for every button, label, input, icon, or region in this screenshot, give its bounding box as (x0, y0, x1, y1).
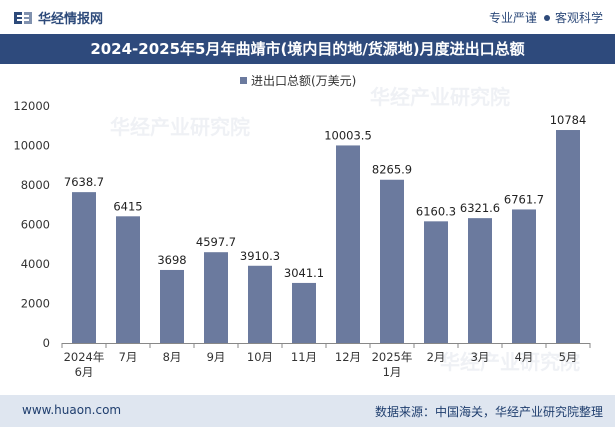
bar (380, 179, 404, 343)
y-tick-label: 4000 (21, 257, 50, 271)
x-tick-label: 3月 (471, 350, 490, 364)
watermark-text: 华经产业研究院 (110, 115, 250, 139)
data-label: 8265.9 (372, 163, 412, 177)
x-tick-label: 10月 (247, 350, 273, 364)
y-tick-label: 2000 (21, 297, 50, 311)
data-label: 3041.1 (284, 266, 324, 280)
y-tick-label: 12000 (13, 99, 50, 113)
x-tick-label: 9月 (207, 350, 226, 364)
bar (116, 216, 140, 343)
footer-source: 数据来源：中国海关，华经产业研究院整理 (374, 405, 603, 419)
data-label: 6415 (113, 199, 142, 213)
top-bar: 华经情报网 专业严谨 客观科学 (0, 0, 615, 34)
data-label: 6321.6 (460, 201, 500, 215)
x-tick-label: 11月 (291, 350, 317, 364)
bar (72, 192, 96, 343)
bar (292, 282, 316, 343)
bar (204, 252, 228, 343)
tagline: 专业严谨 客观科学 (489, 9, 603, 26)
bar (556, 130, 580, 343)
data-label: 10784 (550, 113, 587, 127)
data-label: 3910.3 (240, 249, 280, 263)
brand-logo-icon (14, 11, 32, 24)
x-tick-label: 2月 (427, 350, 446, 364)
bar (512, 209, 536, 343)
tagline-left: 专业严谨 (488, 11, 537, 25)
data-label: 3698 (157, 253, 186, 267)
x-tick-label: 2024年 (64, 350, 105, 364)
y-tick-label: 10000 (13, 139, 50, 153)
x-tick-label: 6月 (75, 365, 94, 379)
tagline-right: 客观科学 (554, 11, 603, 25)
data-label: 7638.7 (64, 175, 104, 189)
chart-title: 2024-2025年5月年曲靖市(境内目的地/货源地)月度进出口总额 (0, 34, 615, 64)
x-tick-label: 12月 (335, 350, 361, 364)
bar (336, 145, 360, 343)
watermark-text: 华经产业研究院 (440, 350, 580, 374)
y-tick-label: 0 (43, 336, 50, 350)
x-tick-label: 7月 (119, 350, 138, 364)
legend: 进出口总额(万美元) (240, 74, 356, 88)
bars (72, 130, 580, 343)
bar (160, 269, 184, 343)
tagline-dot-icon (543, 14, 550, 21)
watermark-text: 华经产业研究院 (370, 85, 510, 109)
footer: www.huaon.com 数据来源：中国海关，华经产业研究院整理 (0, 395, 615, 427)
bar (424, 221, 448, 343)
y-tick-label: 6000 (21, 218, 50, 232)
data-label: 4597.7 (196, 235, 236, 249)
brand-name: 华经情报网 (38, 12, 104, 27)
y-tick-label: 8000 (21, 178, 50, 192)
x-tick-label: 5月 (559, 350, 578, 364)
y-axis: 0 2000 4000 6000 8000 10000 12000 (13, 99, 50, 350)
footer-website[interactable]: www.huaon.com (22, 403, 122, 417)
data-label: 10003.5 (324, 128, 372, 142)
data-label: 6761.7 (504, 192, 544, 206)
legend-swatch (240, 77, 247, 84)
x-tick-label: 1月 (383, 365, 402, 379)
bar (468, 218, 492, 343)
x-tick-label: 8月 (163, 350, 182, 364)
brand[interactable]: 华经情报网 (14, 8, 103, 27)
x-tick-label: 4月 (515, 350, 534, 364)
bar (248, 265, 272, 343)
x-tick-label: 2025年 (372, 350, 413, 364)
legend-label: 进出口总额(万美元) (251, 74, 356, 88)
data-labels: 7638.7 6415 3698 4597.7 3910.3 3041.1 10003.5 8… (64, 113, 586, 280)
data-label: 6160.3 (416, 204, 456, 218)
